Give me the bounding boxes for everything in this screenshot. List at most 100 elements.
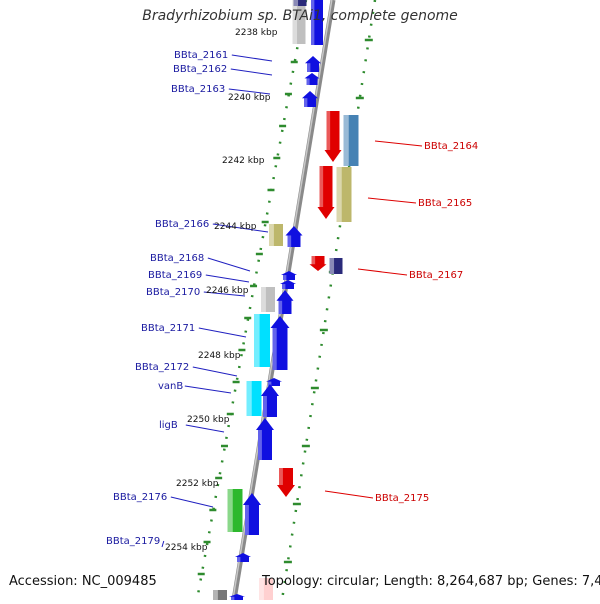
scale-label: 2240 kbp bbox=[228, 93, 271, 103]
label-leader bbox=[374, 140, 423, 147]
gene-bbta-2179 bbox=[235, 553, 251, 562]
gene-body bbox=[243, 493, 261, 535]
gene-shine bbox=[311, 0, 315, 45]
gene-body bbox=[281, 271, 297, 280]
gene-bottom-pink bbox=[259, 578, 273, 600]
gene-bbta-2166-block bbox=[269, 224, 283, 246]
gene-top-grey bbox=[292, 0, 306, 44]
label-leaders bbox=[161, 54, 423, 548]
gene-label: BBta_2162 bbox=[173, 64, 227, 75]
gene-body bbox=[329, 258, 343, 274]
gene-body bbox=[309, 256, 327, 271]
gene-bbta-2171-arrow bbox=[270, 316, 290, 370]
gene-label: BBta_2164 bbox=[424, 141, 478, 152]
gene-body bbox=[317, 166, 335, 219]
scale-label: 2248 kbp bbox=[198, 351, 241, 361]
gene-body bbox=[213, 590, 227, 600]
gene-shine bbox=[306, 78, 310, 85]
label-leader bbox=[198, 327, 247, 338]
gene-body bbox=[276, 290, 294, 314]
label-leader bbox=[357, 268, 408, 276]
gene-body bbox=[292, 0, 306, 44]
gene-bbta-2165-arrow bbox=[317, 166, 335, 219]
gene-shine bbox=[261, 287, 266, 312]
gene-body bbox=[246, 381, 262, 416]
scale-label: 2254 kbp bbox=[165, 543, 208, 553]
gene-body bbox=[269, 224, 283, 246]
label-leader bbox=[203, 291, 246, 297]
scale-label: 2244 kbp bbox=[214, 222, 257, 232]
gene-label: BBta_2176 bbox=[113, 492, 167, 503]
gene-label: BBta_2166 bbox=[155, 219, 209, 230]
gene-vanb-arrow bbox=[261, 384, 279, 417]
scale-label: 2250 kbp bbox=[187, 415, 230, 425]
map-title: Bradyrhizobium sp. BTAi1, complete genom… bbox=[142, 8, 458, 24]
gene-bbta-2161 bbox=[305, 56, 321, 72]
gene-label: BBta_2172 bbox=[135, 362, 189, 373]
gene-body bbox=[270, 316, 290, 370]
gene-shine bbox=[282, 284, 286, 289]
gene-shine bbox=[307, 63, 311, 72]
gene-shine bbox=[272, 328, 277, 370]
gene-bbta-2175 bbox=[277, 468, 295, 497]
label-leader bbox=[185, 424, 225, 433]
gene-bbta-2167-arrow bbox=[309, 256, 327, 271]
gene-shine bbox=[231, 596, 235, 600]
outer-right-guide bbox=[280, 0, 377, 601]
label-leader bbox=[212, 223, 269, 233]
gene-label: BBta_2163 bbox=[171, 84, 225, 95]
scale-label: 2238 kbp bbox=[235, 28, 278, 38]
gene-bbta-2163 bbox=[302, 91, 318, 107]
gene-body bbox=[256, 418, 274, 460]
gene-body bbox=[254, 314, 270, 367]
label-leader bbox=[170, 496, 214, 508]
genome-summary: Topology: circular; Length: 8,264,687 bp… bbox=[262, 574, 600, 589]
gene-bbta-2164-arrow bbox=[324, 111, 342, 162]
gene-label: BBta_2165 bbox=[418, 198, 472, 209]
gene-body bbox=[293, 0, 307, 6]
gene-shine bbox=[246, 381, 252, 416]
gene-shine bbox=[319, 166, 324, 207]
gene-shine bbox=[227, 489, 233, 532]
gene-bbta-2176-arrow bbox=[243, 493, 261, 535]
gene-body bbox=[285, 226, 303, 247]
gene-bottom-grey bbox=[213, 590, 227, 600]
gene-label: BBta_2167 bbox=[409, 270, 463, 281]
gene-body bbox=[304, 73, 320, 85]
gene-shine bbox=[263, 396, 267, 417]
gene-bottom-blue bbox=[229, 594, 245, 600]
gene-label: BBta_2179 bbox=[106, 536, 160, 547]
gene-bbta-2176-block bbox=[227, 489, 243, 532]
gene-body bbox=[305, 56, 321, 72]
gene-body bbox=[261, 384, 279, 417]
gene-bbta-2167-block bbox=[329, 258, 343, 274]
gene-body bbox=[261, 287, 275, 312]
gene-body bbox=[259, 578, 273, 600]
gene-bbta-2165-block bbox=[336, 167, 352, 222]
label-leader bbox=[231, 54, 273, 62]
gene-shine bbox=[329, 258, 335, 274]
gene-shine bbox=[343, 115, 349, 166]
gene-shine bbox=[245, 505, 249, 535]
gene-label: BBta_2169 bbox=[148, 270, 202, 281]
gene-shine bbox=[279, 468, 283, 485]
label-leader bbox=[184, 385, 232, 394]
gene-shine bbox=[293, 0, 299, 6]
gene-body bbox=[229, 594, 245, 600]
gene-label: vanB bbox=[158, 381, 183, 392]
gene-shine bbox=[292, 0, 298, 44]
gene-body bbox=[277, 468, 295, 497]
gene-body bbox=[324, 111, 342, 162]
gene-shine bbox=[259, 578, 264, 600]
accession-label: Accession: NC_009485 bbox=[9, 574, 157, 589]
scale-label: 2252 kbp bbox=[176, 479, 219, 489]
gene-shine bbox=[311, 256, 316, 265]
gene-vanb-block bbox=[246, 381, 262, 416]
gene-ligb bbox=[256, 418, 274, 460]
gene-bbta-2171-block bbox=[254, 314, 270, 367]
gene-body bbox=[227, 489, 243, 532]
gene-label: BBta_2175 bbox=[375, 493, 429, 504]
gene-label: BBta_2161 bbox=[174, 50, 228, 61]
